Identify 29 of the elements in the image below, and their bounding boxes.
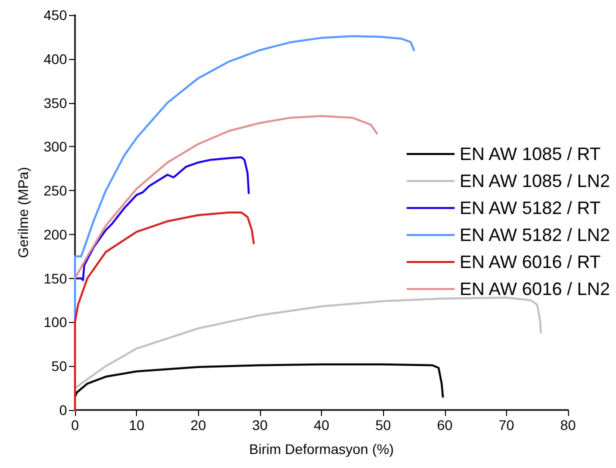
x-tick-label: 0 bbox=[71, 417, 80, 433]
line-series bbox=[74, 114, 378, 280]
x-tick-label: 60 bbox=[436, 417, 453, 433]
legend-label: EN AW 1085 / RT bbox=[460, 144, 601, 164]
legend-label: EN AW 6016 / RT bbox=[460, 252, 601, 272]
y-tick-label: 150 bbox=[44, 270, 68, 286]
x-axis-title: Birim Deformasyon (%) bbox=[249, 441, 394, 457]
line-series bbox=[74, 212, 255, 411]
y-tick-label: 450 bbox=[44, 7, 68, 23]
legend-label: EN AW 5182 / LN2 bbox=[460, 225, 610, 245]
x-tick-label: 70 bbox=[498, 417, 514, 433]
y-tick-label: 250 bbox=[44, 182, 68, 199]
x-tick-label: 80 bbox=[560, 417, 576, 433]
y-tick-label: 100 bbox=[44, 314, 68, 330]
x-tick-label: 10 bbox=[128, 417, 145, 433]
y-tick-label: 200 bbox=[44, 226, 68, 242]
y-tick-label: 300 bbox=[44, 138, 68, 155]
legend-label: EN AW 5182 / RT bbox=[460, 198, 601, 218]
x-tick-label: 20 bbox=[190, 417, 206, 433]
x-tick-label: 40 bbox=[314, 417, 330, 433]
legend-label: EN AW 1085 / LN2 bbox=[460, 171, 610, 191]
y-tick-label: 350 bbox=[44, 94, 68, 111]
y-axis-title: Gerilme (MPa) bbox=[15, 166, 31, 258]
x-tick-label: 50 bbox=[375, 417, 392, 433]
legend-label: EN AW 6016 / LN2 bbox=[460, 279, 610, 299]
y-tick-label: 50 bbox=[51, 358, 68, 374]
y-tick-label: 400 bbox=[44, 50, 68, 67]
y-tick-label: 0 bbox=[59, 402, 68, 418]
x-tick-label: 30 bbox=[252, 417, 268, 433]
